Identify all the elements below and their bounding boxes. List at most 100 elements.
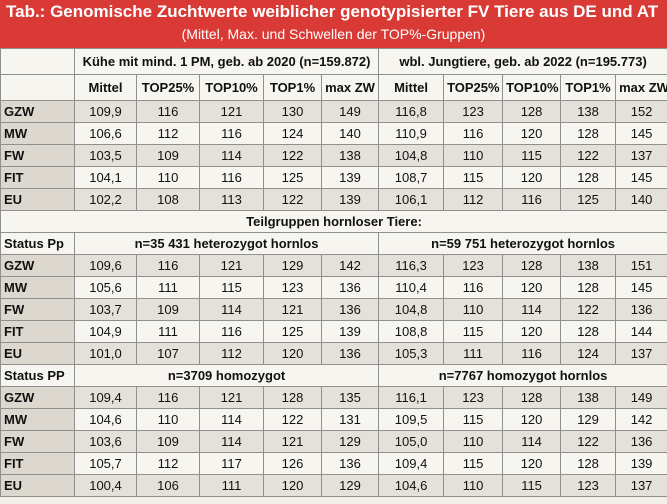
value-cell: 116: [443, 276, 504, 299]
row-label: MW: [0, 122, 75, 145]
value-cell: 109: [136, 144, 200, 167]
value-cell: 130: [263, 100, 322, 123]
value-cell: 125: [263, 166, 322, 189]
table-row: FW 103,5 109 114 122 138 104,8 110 115 122 137: [0, 144, 667, 167]
value-cell: 105,6: [74, 276, 137, 299]
value-cell: 123: [443, 386, 504, 409]
table-row: EU 101,0 107 112 120 136 105,3 111 116 124 137: [0, 342, 667, 365]
empty-cell: [0, 74, 75, 101]
value-cell: 116: [136, 100, 200, 123]
value-cell: 114: [199, 298, 264, 321]
value-cell: 112: [136, 452, 200, 475]
value-cell: 129: [320, 474, 380, 497]
value-cell: 144: [615, 320, 667, 343]
value-cell: 116,3: [378, 254, 445, 277]
status-label: Status PP: [0, 364, 75, 387]
value-cell: 106,6: [74, 122, 137, 145]
value-cell: 128: [502, 254, 562, 277]
value-cell: 117: [199, 452, 264, 475]
table-row: GZW 109,6 116 121 129 142 116,3 123 128 138 151: [0, 254, 667, 277]
page-title: Tab.: Genomische Zuchtwerte weiblicher g…: [6, 2, 659, 21]
col-header-top1: TOP1%: [263, 74, 322, 101]
value-cell: 139: [615, 452, 667, 475]
group-desc-right: n=59 751 heterozygot hornlos: [378, 232, 667, 255]
value-cell: 112: [199, 342, 264, 365]
value-cell: 103,7: [74, 298, 137, 321]
value-cell: 104,8: [378, 298, 445, 321]
row-label: MW: [0, 408, 75, 431]
value-cell: 108,7: [378, 166, 445, 189]
value-cell: 105,7: [74, 452, 137, 475]
value-cell: 116,1: [378, 386, 445, 409]
row-label: FW: [0, 430, 75, 453]
value-cell: 107: [136, 342, 200, 365]
table-header: Tab.: Genomische Zuchtwerte weiblicher g…: [0, 0, 667, 48]
row-label: EU: [0, 188, 75, 211]
col-header-top10: TOP10%: [199, 74, 264, 101]
row-label: EU: [0, 474, 75, 497]
table-row: MW 105,6 111 115 123 136 110,4 116 120 128 145: [0, 276, 667, 299]
value-cell: 114: [502, 430, 562, 453]
value-cell: 123: [560, 474, 617, 497]
value-cell: 138: [560, 254, 617, 277]
value-cell: 139: [320, 188, 380, 211]
value-cell: 116: [502, 188, 562, 211]
value-cell: 104,6: [378, 474, 445, 497]
value-cell: 121: [199, 386, 264, 409]
value-cell: 101,0: [74, 342, 137, 365]
col-header-mean: Mittel: [378, 74, 445, 101]
value-cell: 122: [263, 408, 322, 431]
table-row: MW 106,6 112 116 124 140 110,9 116 120 128 145: [0, 122, 667, 145]
status-label: Status Pp: [0, 232, 75, 255]
value-cell: 124: [560, 342, 617, 365]
value-cell: 136: [320, 342, 380, 365]
value-cell: 128: [560, 166, 617, 189]
value-cell: 113: [199, 188, 264, 211]
value-cell: 128: [560, 122, 617, 145]
value-cell: 111: [443, 342, 504, 365]
value-cell: 115: [199, 276, 264, 299]
value-cell: 120: [502, 166, 562, 189]
value-cell: 139: [320, 320, 380, 343]
value-cell: 109,4: [378, 452, 445, 475]
value-cell: 115: [443, 320, 504, 343]
table-row: MW 104,6 110 114 122 131 109,5 115 120 129 142: [0, 408, 667, 431]
value-cell: 122: [560, 144, 617, 167]
value-cell: 116: [199, 166, 264, 189]
value-cell: 128: [502, 100, 562, 123]
data-table: Kühe mit mind. 1 PM, geb. ab 2020 (n=159…: [0, 48, 667, 497]
value-cell: 115: [502, 144, 562, 167]
group-desc-right: n=7767 homozygot hornlos: [378, 364, 667, 387]
value-cell: 116,8: [378, 100, 445, 123]
group-desc-left: n=3709 homozygot: [73, 364, 380, 387]
value-cell: 108: [136, 188, 200, 211]
value-cell: 145: [615, 122, 667, 145]
value-cell: 129: [320, 430, 380, 453]
row-label: FIT: [0, 166, 75, 189]
value-cell: 110: [136, 408, 200, 431]
value-cell: 100,4: [74, 474, 137, 497]
value-cell: 121: [199, 254, 264, 277]
row-label: FW: [0, 298, 75, 321]
value-cell: 120: [502, 408, 562, 431]
value-cell: 128: [263, 386, 322, 409]
value-cell: 121: [199, 100, 264, 123]
value-cell: 114: [199, 430, 264, 453]
value-cell: 115: [443, 166, 504, 189]
col-header-max: max ZW: [320, 74, 380, 101]
empty-cell: [0, 48, 75, 75]
value-cell: 138: [560, 100, 617, 123]
row-label: MW: [0, 276, 75, 299]
col-header-max: max ZW: [615, 74, 667, 101]
table-row: FW 103,6 109 114 121 129 105,0 110 114 122 136: [0, 430, 667, 453]
value-cell: 114: [199, 408, 264, 431]
value-cell: 109: [136, 298, 200, 321]
value-cell: 109: [136, 430, 200, 453]
value-cell: 106,1: [378, 188, 445, 211]
value-cell: 136: [320, 276, 380, 299]
value-cell: 137: [615, 342, 667, 365]
value-cell: 112: [443, 188, 504, 211]
value-cell: 123: [263, 276, 322, 299]
value-cell: 116: [443, 122, 504, 145]
table-row: FIT 104,9 111 116 125 139 108,8 115 120 128 144: [0, 320, 667, 343]
